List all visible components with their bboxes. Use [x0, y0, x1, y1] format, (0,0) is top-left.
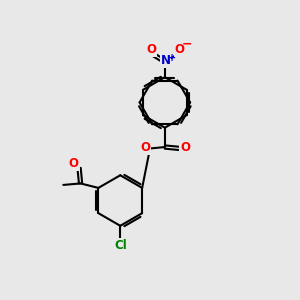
- Text: O: O: [69, 157, 79, 170]
- Text: O: O: [175, 43, 185, 56]
- Text: N: N: [160, 54, 170, 67]
- Text: O: O: [146, 43, 156, 56]
- Text: Cl: Cl: [114, 239, 127, 252]
- Text: +: +: [168, 53, 176, 63]
- Text: O: O: [180, 141, 190, 154]
- Text: O: O: [140, 141, 150, 154]
- Text: −: −: [182, 38, 193, 51]
